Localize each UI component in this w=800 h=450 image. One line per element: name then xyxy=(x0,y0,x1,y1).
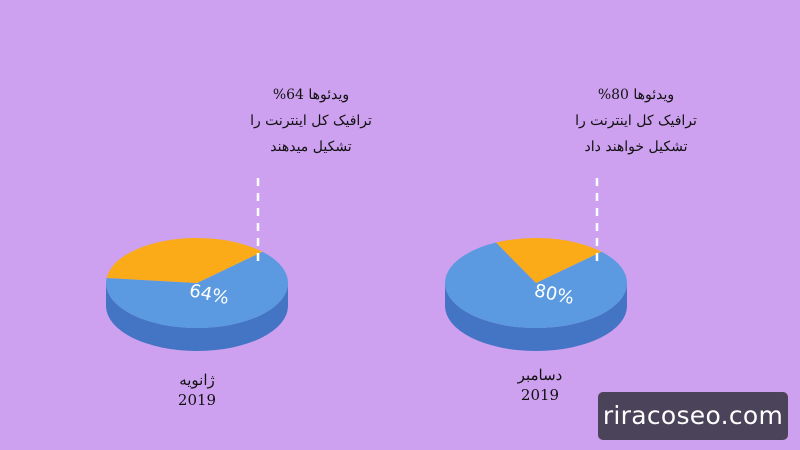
callout-december-line-1: ویدئوها 80% xyxy=(597,87,675,103)
pie-january-slice-video xyxy=(106,251,288,329)
period-label-january: ژانویه 2019 xyxy=(127,370,267,410)
period-year-december: 2019 xyxy=(520,386,560,404)
callout-january-line-3: تشکیل میدهند xyxy=(270,139,352,155)
pie-december-slice-other xyxy=(496,238,602,283)
pie-december-video-side xyxy=(445,283,627,351)
callout-january-line-1: ویدئوها 64% xyxy=(272,87,350,103)
period-year-january: 2019 xyxy=(177,391,217,409)
callout-january: ویدئوها 64% ترافیک کل اینترنت را تشکیل م… xyxy=(211,82,411,160)
brand-badge[interactable]: riracoseo.com xyxy=(598,392,788,440)
callout-december: ویدئوها 80% ترافیک کل اینترنت را تشکیل خ… xyxy=(536,82,736,160)
pie-december-slice-video xyxy=(444,242,627,328)
period-label-december: دسامبر 2019 xyxy=(470,365,610,405)
pie-chart-december: 80% xyxy=(444,178,627,351)
period-month-january: ژانویه xyxy=(179,371,215,389)
callout-december-line-3: تشکیل خواهند داد xyxy=(584,139,688,155)
pie-chart-january: 64% xyxy=(106,178,288,351)
callout-january-line-2: ترافیک کل اینترنت را xyxy=(250,113,372,129)
pie-january-video-side xyxy=(106,283,288,351)
pie-january-slice-other xyxy=(106,238,263,283)
callout-december-line-2: ترافیک کل اینترنت را xyxy=(575,113,697,129)
period-month-december: دسامبر xyxy=(517,366,563,384)
